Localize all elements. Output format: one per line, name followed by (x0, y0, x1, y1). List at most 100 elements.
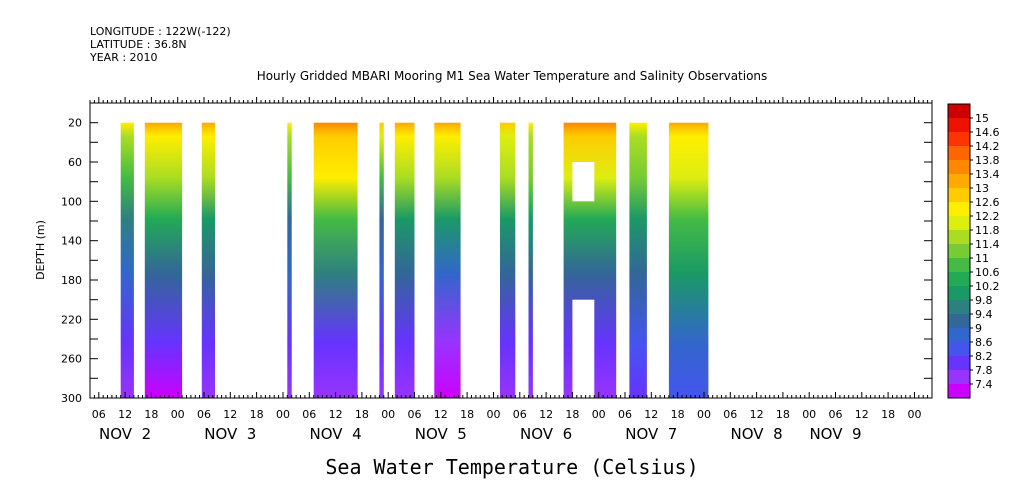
data-block (201, 122, 215, 398)
day-label: NOV 7 (625, 425, 677, 443)
x-tick-label: 18 (250, 408, 264, 421)
colorbar-swatch (948, 188, 970, 203)
colorbar-swatch (948, 258, 970, 273)
x-tick-label: 00 (171, 408, 185, 421)
colorbar-label: 11 (975, 252, 989, 265)
x-tick-label: 12 (644, 408, 658, 421)
colorbar-label: 12.6 (975, 196, 1000, 209)
x-tick-label: 18 (881, 408, 895, 421)
y-tick-label: 300 (61, 392, 82, 405)
colorbar-swatch (948, 370, 970, 385)
y-tick-label: 220 (61, 313, 82, 326)
colorbar-swatch (948, 314, 970, 329)
x-tick-label: 00 (908, 408, 922, 421)
day-label: NOV 5 (415, 425, 467, 443)
data-block (379, 122, 384, 398)
colorbar-swatch (948, 286, 970, 301)
colorbar: 1514.614.213.813.41312.612.211.811.41110… (947, 103, 1000, 399)
colorbar-label: 9.4 (975, 308, 993, 321)
colorbar-swatch (948, 244, 970, 259)
x-tick-label: 06 (302, 408, 316, 421)
y-axis: 20 60 100 140 180 220 260 300 (61, 117, 932, 405)
colorbar-swatch (948, 272, 970, 287)
colorbar-swatch (948, 118, 970, 133)
day-label: NOV 6 (520, 425, 572, 443)
data-block (629, 122, 647, 398)
x-tick-label: 06 (829, 408, 843, 421)
colorbar-swatch (948, 132, 970, 147)
chart-title: Hourly Gridded MBARI Mooring M1 Sea Wate… (257, 69, 768, 83)
x-tick-label: 12 (434, 408, 448, 421)
data-block (500, 122, 516, 398)
colorbar-label: 15 (975, 112, 989, 125)
x-tick-label: 12 (750, 408, 764, 421)
data-block (394, 122, 415, 398)
x-tick-label: 00 (381, 408, 395, 421)
x-tick-label: 12 (539, 408, 553, 421)
colorbar-label: 10.6 (975, 266, 1000, 279)
colorbar-swatch (948, 174, 970, 189)
x-tick-label: 12 (329, 408, 343, 421)
x-axis: 06 12 18 00 06 12 18 00 06 12 18 00 06 12 18 00 06 12 18 00… (89, 97, 933, 443)
x-tick-label: 18 (671, 408, 685, 421)
x-tick-label: 00 (592, 408, 606, 421)
colorbar-label: 10.2 (975, 280, 1000, 293)
x-tick-label: 00 (802, 408, 816, 421)
x-tick-label: 18 (565, 408, 579, 421)
day-label: NOV 4 (310, 425, 362, 443)
x-tick-label: 18 (460, 408, 474, 421)
x-tick-label: 12 (855, 408, 869, 421)
year-label: YEAR : 2010 (89, 51, 158, 64)
colorbar-swatch (948, 384, 970, 399)
colorbar-label: 14.6 (975, 126, 1000, 139)
day-label: NOV 9 (809, 425, 861, 443)
data-blocks (120, 122, 709, 398)
colorbar-label: 11.4 (975, 238, 1000, 251)
colorbar-swatch (948, 104, 970, 119)
x-tick-label: 18 (776, 408, 790, 421)
x-tick-label: 12 (223, 408, 237, 421)
y-tick-label: 260 (61, 353, 82, 366)
data-gap (572, 162, 595, 202)
data-block (528, 122, 533, 398)
x-tick-label: 00 (697, 408, 711, 421)
colorbar-swatch (948, 216, 970, 231)
colorbar-label: 13 (975, 182, 989, 195)
data-block (668, 122, 709, 398)
data-gap (572, 299, 595, 398)
x-tick-label: 18 (144, 408, 158, 421)
colorbar-label: 9 (975, 322, 982, 335)
y-tick-label: 140 (61, 235, 82, 248)
x-tick-label: 18 (355, 408, 369, 421)
colorbar-label: 9.8 (975, 294, 993, 307)
x-tick-label: 06 (618, 408, 632, 421)
data-block (120, 122, 134, 398)
colorbar-label: 11.8 (975, 224, 1000, 237)
y-tick-label: 100 (61, 195, 82, 208)
y-tick-label: 60 (68, 156, 82, 169)
x-tick-label: 12 (118, 408, 132, 421)
colorbar-label: 7.8 (975, 364, 993, 377)
data-gaps (572, 162, 595, 398)
colorbar-swatch (948, 146, 970, 161)
colorbar-label: 7.4 (975, 378, 993, 391)
x-tick-label: 00 (487, 408, 501, 421)
colorbar-swatch (948, 202, 970, 217)
colorbar-label: 14.2 (975, 140, 1000, 153)
data-block (434, 122, 461, 398)
x-tick-label: 06 (513, 408, 527, 421)
colorbar-frame (947, 103, 971, 399)
longitude-label: LONGITUDE : 122W(-122) (90, 25, 231, 38)
colorbar-swatch (948, 328, 970, 343)
day-label: NOV 3 (204, 425, 256, 443)
colorbar-label: 8.6 (975, 336, 993, 349)
y-axis-label: DEPTH (m) (34, 220, 47, 280)
colorbar-swatch (948, 300, 970, 315)
x-axis-label: Sea Water Temperature (Celsius) (325, 455, 698, 479)
colorbar-swatch (948, 230, 970, 245)
x-tick-label: 00 (276, 408, 290, 421)
x-tick-label: 06 (408, 408, 422, 421)
day-label: NOV 8 (731, 425, 783, 443)
colorbar-label: 13.8 (975, 154, 1000, 167)
data-block (313, 122, 358, 398)
